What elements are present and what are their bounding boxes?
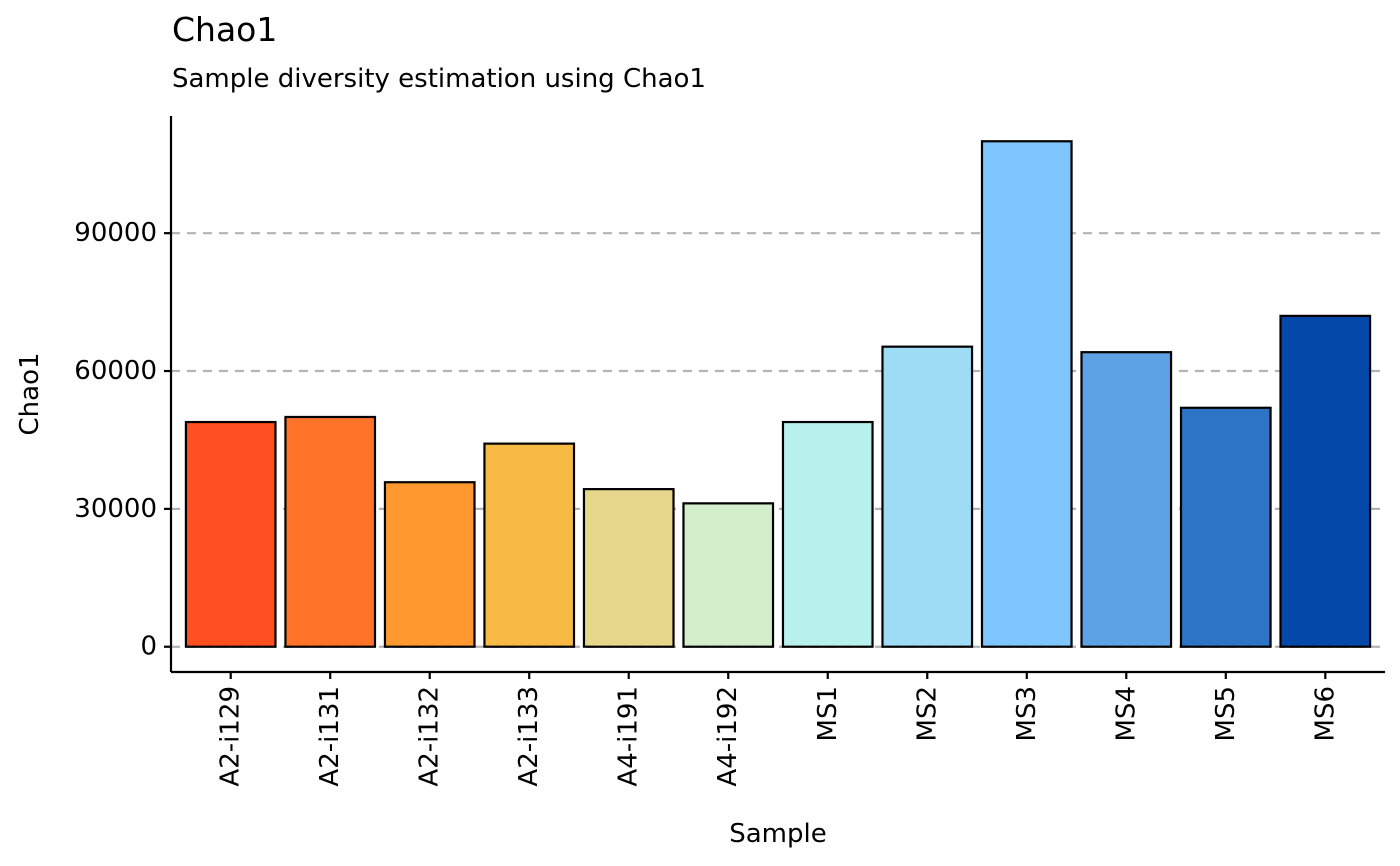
bar-a4-i192 (682, 502, 775, 648)
chart-subtitle: Sample diversity estimation using Chao1 (172, 64, 706, 94)
bar-ms5 (1179, 406, 1272, 648)
bar-ms2 (881, 345, 974, 648)
x-axis-ticks: A2-i129 A2-i131 A2-i132 A2-i133 A4-i191 A4-i1… (216, 672, 1340, 787)
x-tick-label: MS1 (813, 686, 843, 741)
axes (169, 116, 1385, 674)
x-tick-label: MS5 (1211, 686, 1241, 741)
bar-a2-i129 (184, 420, 277, 648)
bar-ms4 (1080, 351, 1173, 648)
x-tick-label: A2-i133 (514, 686, 544, 787)
x-tick-label: MS4 (1111, 686, 1141, 741)
bar-a2-i132 (383, 481, 476, 648)
x-tick-label: A2-i131 (315, 686, 345, 787)
x-axis-title: Sample (729, 819, 827, 849)
x-tick-label: MS3 (1012, 686, 1042, 741)
x-tick-label: A4-i192 (713, 686, 743, 787)
y-axis-ticks: 0 30000 60000 90000 (74, 218, 171, 662)
x-tick-label: A2-i132 (415, 686, 445, 787)
x-tick-label: A4-i191 (614, 686, 644, 787)
bar-a2-i131 (284, 415, 377, 648)
y-tick-label: 60000 (74, 356, 157, 386)
chart-title: Chao1 (172, 10, 278, 49)
y-tick-label: 90000 (74, 218, 157, 248)
x-tick-label: A2-i129 (216, 686, 246, 787)
bar-ms1 (781, 420, 874, 648)
bars (184, 140, 1372, 648)
x-tick-label: MS2 (912, 686, 942, 741)
bar-a2-i133 (483, 442, 576, 648)
bar-ms6 (1279, 314, 1372, 648)
x-tick-label: MS6 (1310, 686, 1340, 741)
y-tick-label: 30000 (74, 494, 157, 524)
bar-a4-i191 (582, 488, 675, 648)
y-tick-label: 0 (140, 632, 157, 662)
y-axis-title: Chao1 (15, 352, 45, 435)
bar-ms3 (980, 140, 1073, 648)
